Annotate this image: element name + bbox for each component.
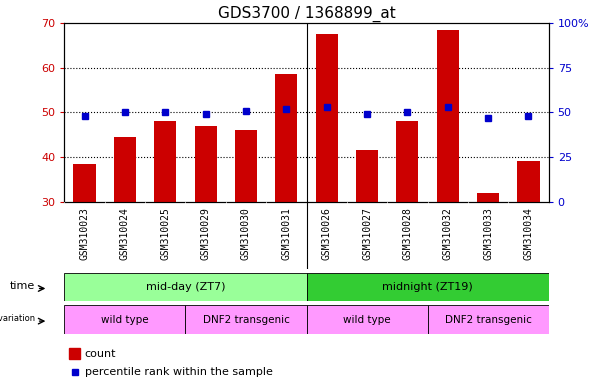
Text: genotype/variation: genotype/variation xyxy=(0,314,36,323)
Text: GSM310034: GSM310034 xyxy=(524,207,533,260)
Text: GSM310026: GSM310026 xyxy=(322,207,332,260)
Bar xyxy=(306,273,549,301)
Text: GSM310024: GSM310024 xyxy=(120,207,130,260)
Bar xyxy=(306,305,428,334)
Text: GSM310030: GSM310030 xyxy=(241,207,251,260)
Text: GSM310028: GSM310028 xyxy=(402,207,413,260)
Bar xyxy=(428,305,549,334)
Text: GSM310025: GSM310025 xyxy=(160,207,170,260)
Text: percentile rank within the sample: percentile rank within the sample xyxy=(85,367,273,377)
Title: GDS3700 / 1368899_at: GDS3700 / 1368899_at xyxy=(218,5,395,22)
Bar xyxy=(186,305,306,334)
Bar xyxy=(477,193,499,202)
Text: count: count xyxy=(85,349,116,359)
Text: DNF2 transgenic: DNF2 transgenic xyxy=(202,314,289,325)
Bar xyxy=(356,150,378,202)
Text: mid-day (ZT7): mid-day (ZT7) xyxy=(146,282,225,292)
Text: GSM310032: GSM310032 xyxy=(443,207,453,260)
Bar xyxy=(154,121,177,202)
Bar xyxy=(396,121,419,202)
Text: GSM310033: GSM310033 xyxy=(483,207,493,260)
Bar xyxy=(69,348,80,359)
Bar xyxy=(74,164,96,202)
Bar xyxy=(64,305,186,334)
Bar xyxy=(517,161,539,202)
Text: time: time xyxy=(10,281,36,291)
Bar xyxy=(436,30,459,202)
Bar xyxy=(64,273,306,301)
Bar xyxy=(194,126,217,202)
Text: wild type: wild type xyxy=(343,314,391,325)
Text: GSM310023: GSM310023 xyxy=(80,207,89,260)
Bar xyxy=(235,130,257,202)
Text: GSM310031: GSM310031 xyxy=(281,207,291,260)
Text: DNF2 transgenic: DNF2 transgenic xyxy=(444,314,531,325)
Text: GSM310029: GSM310029 xyxy=(200,207,211,260)
Bar xyxy=(275,74,297,202)
Text: midnight (ZT19): midnight (ZT19) xyxy=(382,282,473,292)
Text: GSM310027: GSM310027 xyxy=(362,207,372,260)
Bar xyxy=(114,137,136,202)
Text: wild type: wild type xyxy=(101,314,149,325)
Bar xyxy=(316,34,338,202)
